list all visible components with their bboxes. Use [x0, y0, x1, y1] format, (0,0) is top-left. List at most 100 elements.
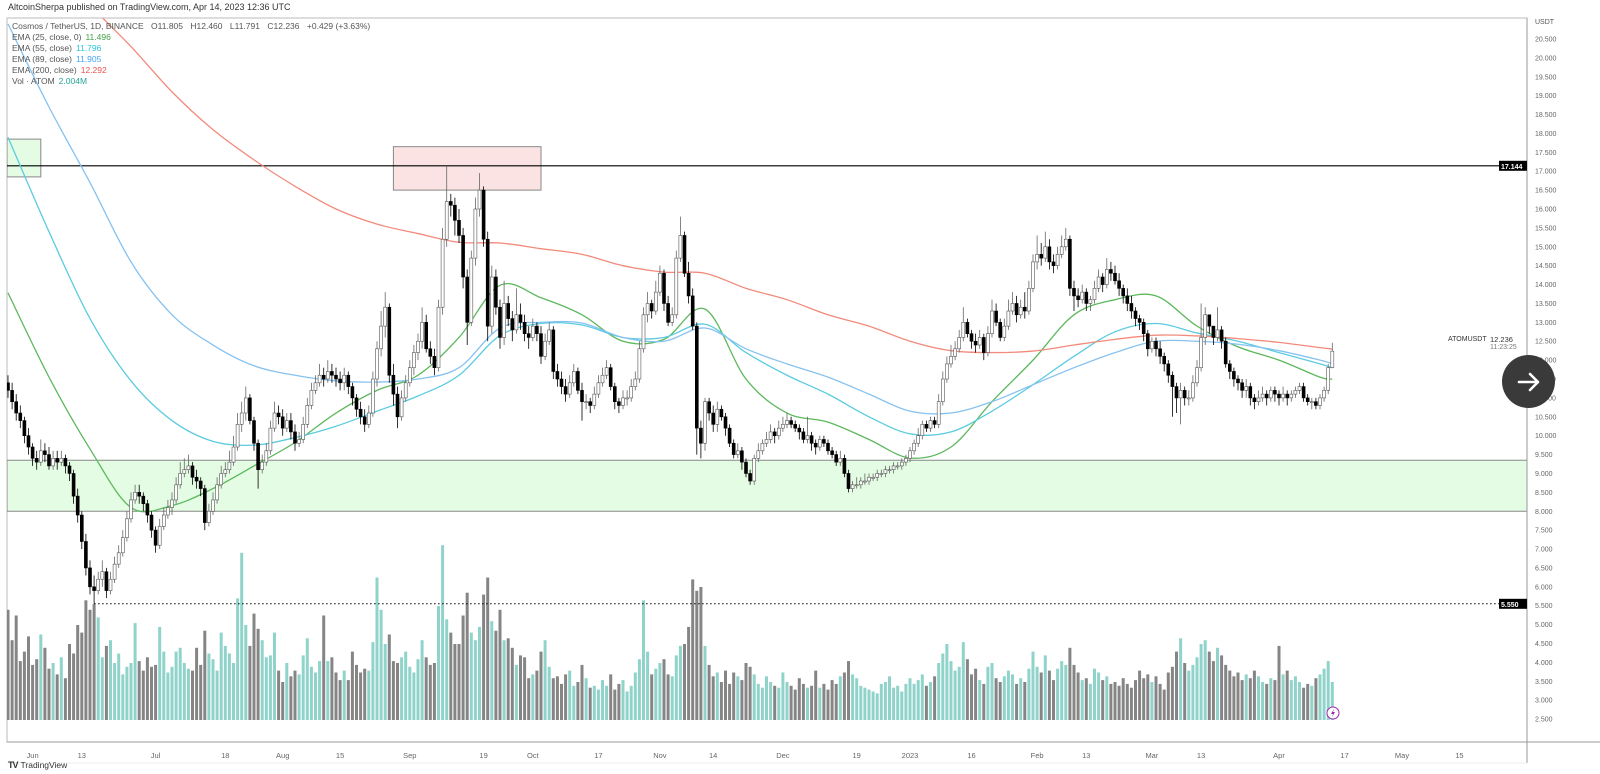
volume-bar: [982, 683, 986, 720]
volume-bar: [519, 655, 522, 720]
volume-bar: [1097, 672, 1101, 720]
candle-body: [248, 397, 252, 421]
candle: [313, 375, 318, 395]
open-value: O11.805: [151, 21, 183, 31]
volume-bar: [613, 689, 617, 720]
candle-body: [580, 390, 584, 402]
candle-body: [383, 306, 388, 327]
volume-bar: [937, 663, 941, 720]
candle-body: [256, 442, 260, 470]
candle: [699, 420, 703, 459]
currency-label: USDT: [1535, 19, 1555, 26]
price-axis[interactable]: 20.500 20.000 19.500 19.000 18.500 18.000 17.5…: [1535, 37, 1557, 724]
candle-body: [432, 356, 437, 368]
candle-body: [928, 420, 933, 429]
candle-body: [781, 424, 785, 429]
volume-bar: [666, 674, 670, 720]
candle: [1289, 390, 1294, 402]
candle: [289, 413, 293, 440]
indicator-ema55[interactable]: EMA (55, close) 11.796: [12, 43, 370, 54]
tradingview-logo[interactable]: TV TradingView: [8, 760, 67, 770]
time-tick-label: Nov: [653, 751, 667, 760]
candle: [530, 318, 535, 342]
volume-bar: [654, 668, 658, 720]
candle-body: [1260, 393, 1265, 399]
volume-bar: [543, 640, 547, 720]
volume-bar: [1240, 680, 1244, 720]
candle: [43, 443, 47, 463]
indicator-ema25[interactable]: EMA (25, close, 0) 11.496: [12, 32, 370, 43]
volume-bar: [219, 632, 223, 720]
volume-bar: [1199, 644, 1203, 720]
price-tag-label: 17.144: [1501, 164, 1523, 171]
time-axis[interactable]: Jun 13 Jul 18 Aug 15 Sep 19 Oct 17 Nov 14 Dec 19 2023 1…: [27, 751, 1464, 760]
candle-body: [592, 393, 597, 406]
volume-bar: [908, 678, 912, 720]
candle: [379, 311, 383, 357]
volume-bar: [158, 626, 162, 720]
candle-body: [871, 476, 875, 479]
candle-body: [838, 458, 843, 463]
candle: [129, 492, 133, 523]
volume-bar: [1170, 666, 1174, 720]
candle: [1187, 390, 1191, 406]
candle: [641, 307, 646, 353]
volume-bar: [1179, 638, 1183, 720]
candle-body: [1248, 386, 1253, 399]
volume-bar: [182, 663, 186, 720]
candle-body: [895, 465, 900, 468]
volume-bar: [174, 651, 178, 720]
volume-bar: [285, 663, 289, 720]
volume-bar: [154, 664, 158, 720]
time-tick-label: 18: [221, 751, 229, 760]
candle: [1322, 386, 1326, 402]
volume-bar: [859, 685, 863, 720]
volume-bar: [793, 689, 797, 720]
volume-bar: [1162, 689, 1166, 720]
volume-bar: [1326, 661, 1330, 720]
volume-bar: [1191, 664, 1195, 720]
volume-bar: [47, 668, 51, 720]
candle: [514, 288, 519, 334]
volume-bar: [678, 645, 682, 720]
volume-bar: [96, 617, 100, 720]
volume-bar: [191, 670, 194, 720]
candle-body: [55, 458, 60, 463]
price-tick-label: 14.500: [1535, 263, 1557, 270]
candle: [1068, 235, 1072, 296]
price-tick-label: 3.500: [1535, 679, 1553, 686]
volume-bar: [707, 664, 711, 720]
candle: [834, 450, 839, 466]
candle: [986, 326, 990, 357]
price-tick-label: 4.000: [1535, 660, 1553, 667]
candle: [1240, 379, 1244, 398]
candle: [1096, 269, 1101, 293]
candle: [280, 409, 285, 436]
volume-bar: [568, 670, 572, 720]
candle-body: [752, 458, 757, 482]
candle-body: [461, 235, 465, 278]
indicator-ema89[interactable]: EMA (89, close) 11.905: [12, 54, 370, 65]
candle-body: [182, 469, 187, 474]
candle-body: [116, 552, 121, 565]
candle-body: [448, 201, 453, 206]
symbol-legend[interactable]: Cosmos / TetherUS, 1D, BINANCE O11.805 H…: [12, 21, 370, 32]
volume-bar: [961, 642, 965, 720]
next-arrow-button[interactable]: [1502, 355, 1555, 408]
candle: [342, 367, 347, 391]
candle: [637, 341, 642, 383]
volume-bar: [330, 657, 334, 720]
candle: [571, 363, 576, 387]
candle-body: [727, 427, 732, 444]
indicator-ema200[interactable]: EMA (200, close) 12.292: [12, 65, 370, 76]
indicator-volume[interactable]: Vol · ATOM 2.004M: [12, 76, 370, 87]
candle: [133, 484, 137, 504]
time-tick-label: 13: [1082, 751, 1090, 760]
candle-body: [617, 401, 621, 406]
lightning-icon[interactable]: [1326, 706, 1340, 720]
volume-bar: [326, 661, 330, 720]
candle: [1055, 246, 1060, 270]
candle: [981, 333, 986, 361]
candle-body: [235, 424, 240, 448]
